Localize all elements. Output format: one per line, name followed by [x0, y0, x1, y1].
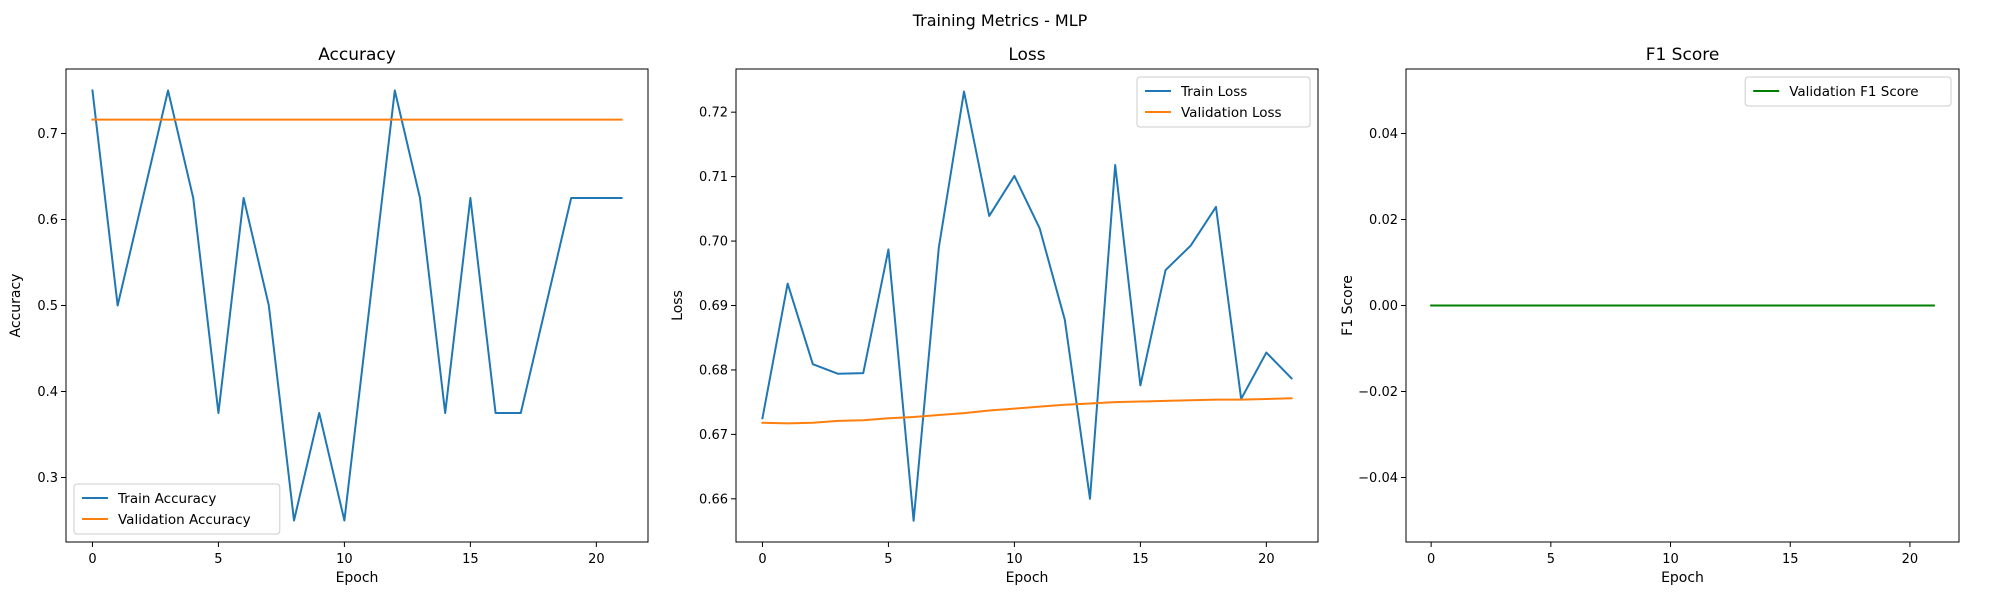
legend-entry: Validation Loss	[1181, 105, 1282, 121]
y-tick-label: 0.68	[699, 363, 728, 378]
legend-box	[1136, 76, 1311, 128]
subplot-1: Loss 0 5 10 15 20 0.66 0.67 0.68 0.69 0.70 0.71 0.72…	[670, 45, 1319, 586]
series-line-1	[761, 397, 1293, 425]
x-tick-label: 10	[1662, 552, 1679, 567]
series-line-0	[91, 89, 623, 522]
x-tick-label: 5	[214, 552, 222, 567]
y-tick-label: −0.04	[1358, 471, 1398, 486]
y-tick-label: 0.71	[699, 170, 728, 185]
x-tick-label: 5	[884, 552, 892, 567]
y-tick-label: 0.66	[699, 492, 728, 507]
legend-entry: Validation Accuracy	[118, 512, 251, 528]
x-axis-label: Epoch	[1006, 570, 1049, 586]
y-tick-label: 0.7	[37, 127, 58, 142]
x-axis-label: Epoch	[336, 570, 379, 586]
x-tick-label: 20	[588, 552, 605, 567]
y-tick-label: 0.69	[699, 299, 728, 314]
x-tick-label: 20	[1902, 552, 1919, 567]
x-tick-label: 0	[88, 552, 96, 567]
y-axis-label: Accuracy	[8, 274, 24, 338]
y-tick-label: −0.02	[1358, 385, 1398, 400]
legend-entry: Train Loss	[1180, 84, 1247, 100]
y-tick-label: 0.00	[1369, 299, 1398, 314]
subplot-title: Loss	[1008, 45, 1045, 65]
y-tick-label: 0.3	[37, 471, 58, 486]
y-tick-label: 0.6	[37, 213, 58, 228]
y-tick-label: 0.72	[699, 106, 728, 121]
legend-box	[73, 483, 281, 535]
legend-entry: Validation F1 Score	[1789, 84, 1918, 100]
subplot-title: Accuracy	[318, 45, 396, 65]
legend: Validation F1 Score	[1744, 76, 1952, 107]
series-line-0	[761, 90, 1293, 522]
x-tick-label: 15	[462, 552, 479, 567]
y-tick-label: 0.70	[699, 235, 728, 250]
x-tick-label: 5	[1547, 552, 1555, 567]
x-tick-label: 0	[1427, 552, 1435, 567]
legend-entry: Train Accuracy	[117, 491, 216, 507]
subplot-2: F1 Score 0 5 10 15 20 −0.04 −0.02 0.00 0.02 0.04 Ep…	[1340, 45, 1960, 586]
axes-frame	[65, 68, 649, 543]
axes-frame	[735, 68, 1319, 543]
y-axis-label: Loss	[670, 290, 686, 321]
axes-frame	[1405, 68, 1960, 543]
figure-title: Training Metrics - MLP	[912, 11, 1088, 30]
x-tick-label: 15	[1132, 552, 1149, 567]
x-tick-label: 0	[758, 552, 766, 567]
x-tick-label: 10	[336, 552, 353, 567]
x-tick-label: 20	[1258, 552, 1275, 567]
y-tick-label: 0.02	[1369, 213, 1398, 228]
y-tick-label: 0.04	[1369, 127, 1398, 142]
y-tick-label: 0.4	[37, 385, 58, 400]
x-tick-label: 10	[1006, 552, 1023, 567]
legend: Train Accuracy Validation Accuracy	[73, 483, 281, 535]
subplot-0: Accuracy 0 5 10 15 20 0.3 0.4 0.5 0.6 0.7 Epoch Accu…	[8, 45, 649, 586]
legend: Train Loss Validation Loss	[1136, 76, 1311, 128]
subplot-title: F1 Score	[1646, 45, 1720, 65]
x-tick-label: 15	[1782, 552, 1799, 567]
x-axis-label: Epoch	[1661, 570, 1704, 586]
y-tick-label: 0.5	[37, 299, 58, 314]
y-tick-label: 0.67	[699, 428, 728, 443]
y-axis-label: F1 Score	[1340, 275, 1356, 336]
legend-box	[1744, 76, 1952, 107]
